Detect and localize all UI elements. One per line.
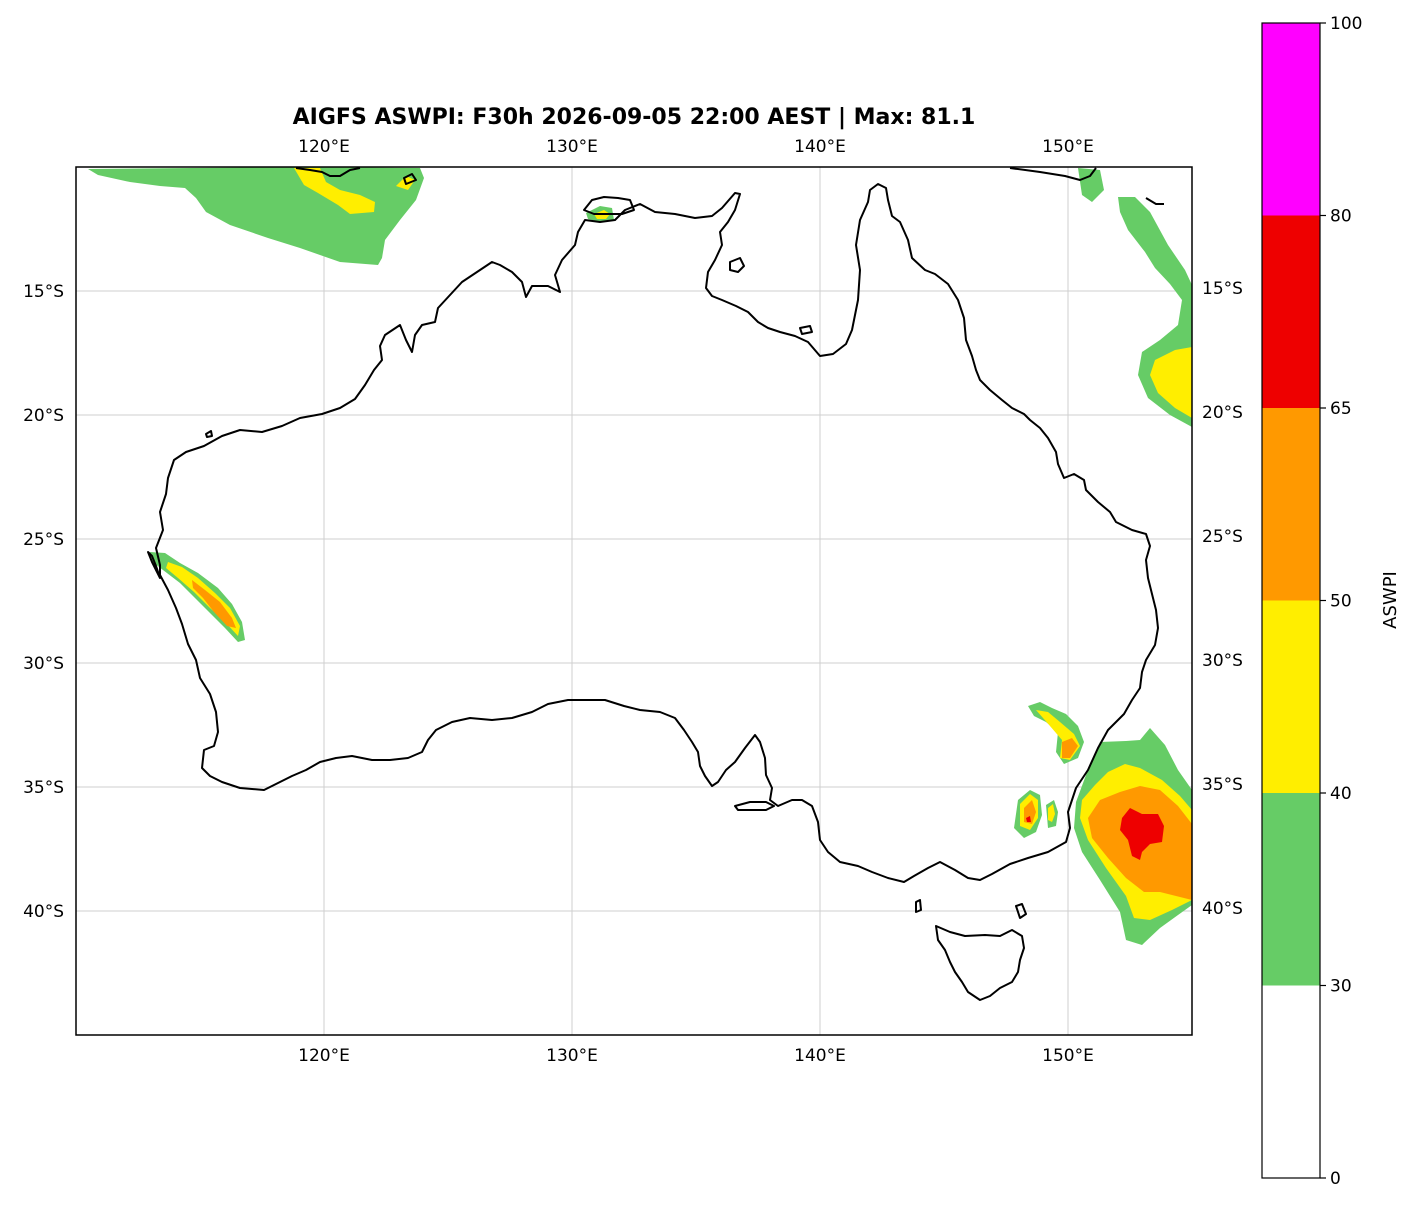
lon-label-top: 120°E — [298, 137, 350, 157]
lon-label-bottom: 130°E — [546, 1046, 598, 1066]
coastline-barrow-island — [205, 430, 213, 438]
lat-label-left: 40°S — [23, 902, 64, 922]
gridlines — [76, 167, 1192, 1035]
aswpi-region-coral-green-2 — [1078, 168, 1104, 202]
lat-label-left: 30°S — [23, 654, 64, 674]
colorbar-tick-label: 0 — [1330, 1169, 1341, 1189]
aswpi-region-coral-yellow — [1150, 347, 1192, 418]
lat-label-left: 20°S — [23, 406, 64, 426]
aswpi-region-vic-yellow-2 — [1048, 804, 1055, 822]
coastline-flinders-island — [1015, 903, 1027, 919]
coastline-mornington-island — [799, 325, 813, 335]
lat-label-left: 15°S — [23, 282, 64, 302]
aswpi-region-timor-yellow — [294, 168, 375, 214]
colorbar-ticks: 0 30 40 50 65 80 100 — [1320, 14, 1362, 1189]
colorbar-tick-label: 100 — [1330, 14, 1362, 34]
map-panel: 120°E 130°E 140°E 150°E 120°E 130°E 140°E 150°… — [23, 137, 1243, 1066]
coastline-groote-eylandt — [729, 257, 745, 273]
lon-label-top: 150°E — [1042, 137, 1094, 157]
lat-labels-right: 15°S 20°S 25°S 30°S 35°S 40°S — [1202, 279, 1243, 919]
colorbar-band — [1262, 985, 1320, 1178]
lon-label-bottom: 140°E — [794, 1046, 846, 1066]
colorbar-tick-label: 30 — [1330, 977, 1352, 997]
colorbar-band — [1262, 793, 1320, 986]
colorbar-tick-label: 80 — [1330, 207, 1352, 227]
aswpi-region-tasman-red — [1120, 808, 1164, 860]
coastline-rote-island — [403, 173, 417, 185]
lat-label-right: 40°S — [1202, 899, 1243, 919]
lat-label-left: 25°S — [23, 530, 64, 550]
lon-label-top: 140°E — [794, 137, 846, 157]
coastline-timor — [295, 167, 361, 177]
colorbar-band — [1262, 408, 1320, 601]
map-frame — [75, 166, 1193, 1036]
aswpi-region-vic-red — [1026, 816, 1031, 822]
lon-label-top: 130°E — [546, 137, 598, 157]
lat-labels-left: 15°S 20°S 25°S 30°S 35°S 40°S — [23, 282, 64, 922]
colorbar-band — [1262, 215, 1320, 408]
lat-label-right: 20°S — [1202, 403, 1243, 423]
lon-labels-bottom: 120°E 130°E 140°E 150°E — [298, 1046, 1094, 1066]
aswpi-region-nsw-orange — [1062, 738, 1078, 758]
colorbar-tick-label: 50 — [1330, 592, 1352, 612]
lat-label-right: 35°S — [1202, 775, 1243, 795]
aswpi-fill-layer — [88, 167, 1192, 945]
coastlines — [147, 167, 1164, 1001]
lat-label-right: 25°S — [1202, 527, 1243, 547]
lat-label-right: 30°S — [1202, 651, 1243, 671]
lat-label-right: 15°S — [1202, 279, 1243, 299]
colorbar: 0 30 40 50 65 80 100 ASWPI — [1261, 14, 1401, 1189]
colorbar-band — [1262, 23, 1320, 216]
colorbar-label: ASWPI — [1380, 571, 1401, 629]
lon-label-bottom: 120°E — [298, 1046, 350, 1066]
colorbar-tick-label: 40 — [1330, 784, 1352, 804]
aswpi-region-sharkbay-orange — [192, 580, 236, 628]
colorbar-bands — [1262, 23, 1320, 1178]
coastline-new-guinea — [1009, 167, 1097, 181]
coastline-melville-island — [583, 196, 635, 215]
lat-label-left: 35°S — [23, 778, 64, 798]
colorbar-band — [1262, 600, 1320, 793]
coastline-king-island — [915, 899, 922, 913]
coastline-dirk-hartog-island — [147, 551, 161, 579]
coastline-kangaroo-island — [734, 801, 775, 811]
coastline-australia-mainland — [155, 183, 1159, 883]
coastline-tasmania — [935, 925, 1025, 1001]
colorbar-tick-label: 65 — [1330, 399, 1352, 419]
lon-label-bottom: 150°E — [1042, 1046, 1094, 1066]
coastline-louisiade — [1145, 197, 1164, 205]
chart-title: AIGFS ASWPI: F30h 2026-09-05 22:00 AEST … — [293, 105, 976, 130]
lon-labels-top: 120°E 130°E 140°E 150°E — [298, 137, 1094, 157]
